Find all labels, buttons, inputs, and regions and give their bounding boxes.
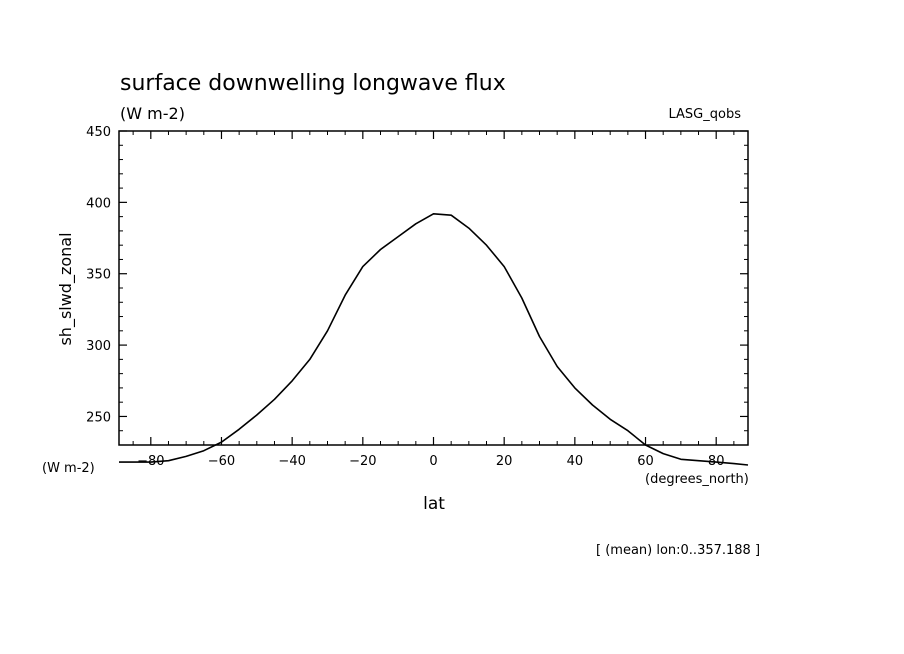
x-tick-label: −60 <box>208 454 235 469</box>
x-tick-label: 0 <box>429 454 437 469</box>
y-tick-label: 250 <box>86 410 111 425</box>
x-tick-label: −40 <box>278 454 305 469</box>
footnote: [ (mean) lon:0..357.188 ] <box>596 543 760 558</box>
plot-frame <box>118 130 749 446</box>
x-units-label: (degrees_north) <box>645 472 749 487</box>
y-tick-label: 300 <box>86 339 111 354</box>
y-tick-label: 400 <box>86 196 111 211</box>
x-tick-label: 20 <box>496 454 513 469</box>
x-tick-label: −20 <box>349 454 376 469</box>
y-units-label: (W m-2) <box>42 461 95 476</box>
y-axis-label: sh_slwd_zonal <box>56 232 76 345</box>
x-axis-label: lat <box>423 494 445 514</box>
chart-title: surface downwelling longwave flux <box>120 71 506 96</box>
x-tick-label: 60 <box>637 454 654 469</box>
series-line <box>119 213 749 466</box>
y-tick-label: 450 <box>86 125 111 140</box>
dataset-label: LASG_qobs <box>669 107 742 122</box>
chart-units: (W m-2) <box>120 104 185 123</box>
x-tick-label: 40 <box>567 454 584 469</box>
y-tick-label: 350 <box>86 268 111 283</box>
